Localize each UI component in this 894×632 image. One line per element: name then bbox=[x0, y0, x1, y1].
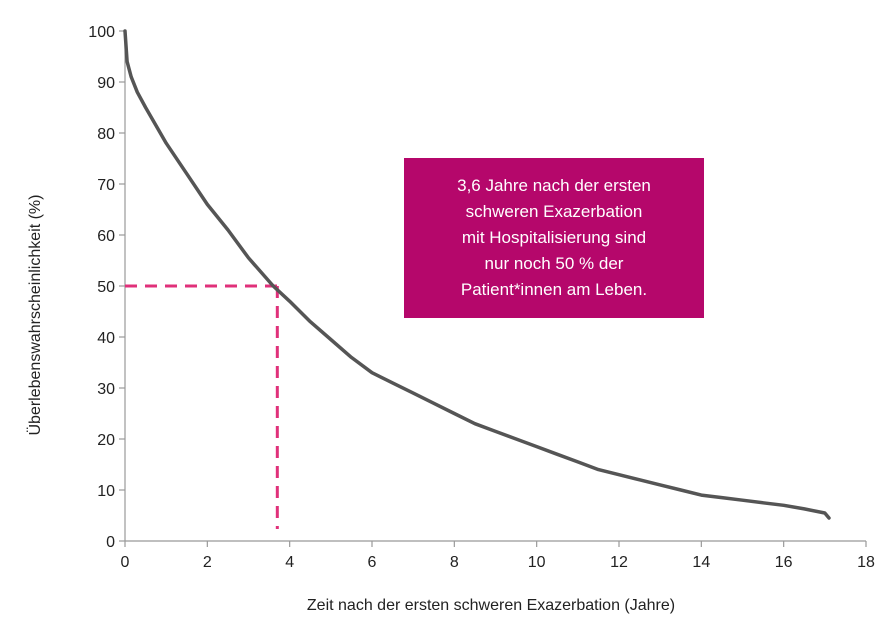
annotation-line-3: mit Hospitalisierung sind bbox=[461, 228, 647, 247]
y-tick-label: 40 bbox=[97, 330, 115, 347]
annotation-line-1: 3,6 Jahre nach der ersten bbox=[457, 176, 651, 195]
x-tick-label: 4 bbox=[285, 554, 294, 571]
y-tick-label: 80 bbox=[97, 126, 115, 143]
y-axis-title: Überlebenswahrscheinlichkeit (%) bbox=[26, 195, 44, 436]
x-tick-label: 10 bbox=[528, 554, 546, 571]
y-tick-label: 60 bbox=[97, 228, 115, 245]
y-tick-label: 90 bbox=[97, 75, 115, 92]
annotation-line-5: Patient*innen am Leben. bbox=[460, 280, 648, 299]
survival-curve-line bbox=[123, 29, 831, 520]
annotation-line-2: schweren Exazerbation bbox=[465, 202, 643, 221]
y-tick-label: 50 bbox=[97, 279, 115, 296]
x-tick-label: 6 bbox=[368, 554, 377, 571]
y-tick-label: 20 bbox=[97, 432, 115, 449]
y-tick-label: 70 bbox=[97, 177, 115, 194]
x-tick-label: 18 bbox=[857, 554, 875, 571]
annotation-box: 3,6 Jahre nach der ersten schweren Exaze… bbox=[404, 158, 704, 318]
y-tick-label: 30 bbox=[97, 381, 115, 398]
reference-lines bbox=[125, 284, 279, 529]
series-group bbox=[123, 29, 831, 520]
x-tick-label: 2 bbox=[203, 554, 212, 571]
x-tick-label: 0 bbox=[121, 554, 130, 571]
x-tick-label: 12 bbox=[610, 554, 628, 571]
x-tick-label: 14 bbox=[692, 554, 710, 571]
y-tick-label: 0 bbox=[106, 534, 115, 551]
x-tick-label: 8 bbox=[450, 554, 459, 571]
y-tick-label: 10 bbox=[97, 483, 115, 500]
x-tick-label: 16 bbox=[775, 554, 793, 571]
y-tick-label: 100 bbox=[88, 24, 115, 41]
x-axis-title: Zeit nach der ersten schweren Exazerbati… bbox=[307, 597, 675, 614]
axes: 0 10 20 30 40 50 60 70 80 90 100 0 2 4 6 8 10 12 14 16 18 bbox=[88, 24, 875, 571]
annotation-line-4: nur noch 50 % der bbox=[484, 254, 624, 273]
